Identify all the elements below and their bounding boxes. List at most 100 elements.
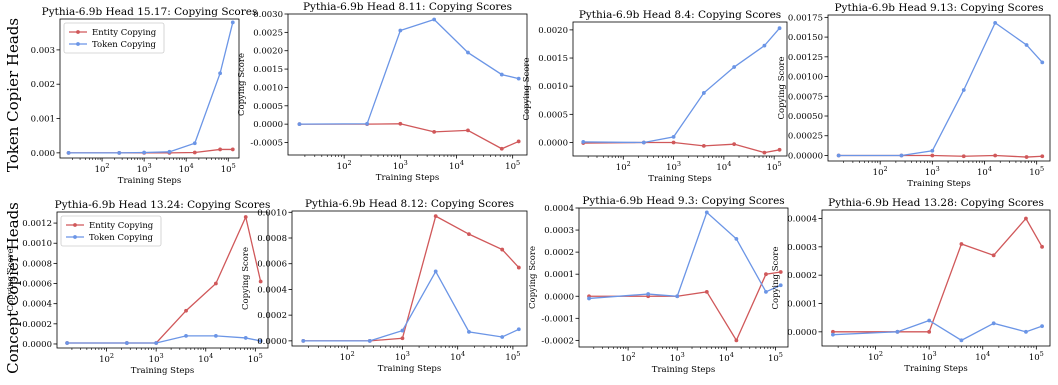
y-axis-label: Copying Score <box>6 249 16 312</box>
y-tick-label: 0.0015 <box>538 54 568 64</box>
data-point-entity <box>516 265 521 270</box>
data-point-token <box>646 292 651 296</box>
plot-frame <box>56 211 269 349</box>
plot-frame <box>572 21 788 157</box>
data-point-entity <box>831 329 835 334</box>
chart-panel-6: Pythia-6.9b Head 9.3: Copying Scores Trai… <box>528 195 789 375</box>
y-tick-label: 0.00100 <box>788 73 823 83</box>
data-point-token <box>230 20 235 25</box>
legend: Entity Copying Token Copying <box>63 22 165 54</box>
plot-frame <box>291 210 528 347</box>
y-tick-label: 0.0003 <box>787 243 817 253</box>
y-tick-label: 0.0002 <box>257 311 287 321</box>
data-point-entity <box>930 153 935 158</box>
x-tick-label: 104 <box>179 162 194 175</box>
y-tick-label: 0.0000 <box>544 292 574 302</box>
data-point-entity <box>701 143 706 148</box>
data-point-token <box>778 283 783 288</box>
data-point-token <box>587 296 591 301</box>
chart-title: Pythia-6.9b Head 15.17: Copying Scores <box>42 6 258 18</box>
plot-frame <box>827 14 1051 162</box>
data-point-entity <box>258 279 263 284</box>
data-point-token <box>516 76 521 81</box>
chart-title: Pythia-6.9b Head 13.28: Copying Scores <box>828 197 1044 209</box>
y-tick-label: 0.0005 <box>253 102 283 112</box>
x-tick-label: 102 <box>340 350 355 363</box>
x-tick-label: 104 <box>719 351 734 364</box>
chart-title: Pythia-6.9b Head 8.12: Copying Scores <box>305 198 514 210</box>
x-tick-label: 105 <box>505 350 520 363</box>
series-line-entity <box>832 217 1043 333</box>
chart-panel-4: Pythia-6.9b Head 13.24: Copying Scores Tr… <box>6 199 270 376</box>
x-axis-label: Training Steps <box>131 366 194 376</box>
series-line-token <box>67 335 261 344</box>
data-point-token <box>184 334 188 338</box>
x-tick-label: 105 <box>1029 165 1044 178</box>
data-point-entity <box>500 247 505 252</box>
y-tick-label: 0.0004 <box>787 215 817 225</box>
y-tick-label: 0.0000 <box>22 340 52 350</box>
chart-panel-7: Pythia-6.9b Head 13.28: Copying Scores Tr… <box>771 197 1051 374</box>
y-tick-label: 0.0005 <box>538 110 568 120</box>
plot-frame <box>578 207 789 348</box>
data-point-token <box>959 338 964 343</box>
data-point-token <box>1040 324 1044 329</box>
data-point-token <box>671 134 676 139</box>
y-tick-label: 0.0000 <box>253 120 283 130</box>
series-line-entity <box>589 271 781 342</box>
x-tick-label: 105 <box>1029 350 1044 363</box>
plot-frame <box>821 209 1051 347</box>
y-tick-label: 0.0006 <box>257 260 287 270</box>
y-tick-label: 0.0030 <box>253 10 283 20</box>
x-tick-label: 105 <box>767 160 782 173</box>
data-point-token <box>192 141 197 146</box>
data-point-token <box>500 335 505 339</box>
data-point-entity <box>398 121 403 126</box>
data-point-entity <box>230 147 235 152</box>
x-tick-label: 102 <box>99 352 114 365</box>
data-point-token <box>764 289 768 294</box>
series-line-token <box>299 18 519 125</box>
data-point-token <box>734 236 739 241</box>
x-tick-label: 102 <box>337 159 352 172</box>
data-point-entity <box>927 329 932 334</box>
y-tick-label: 0.001 <box>31 115 55 125</box>
data-point-token <box>732 65 737 69</box>
data-point-entity <box>1024 155 1029 159</box>
data-point-token <box>704 210 709 215</box>
data-point-token <box>675 294 680 299</box>
data-point-entity <box>218 147 223 152</box>
y-tick-label: 0.0004 <box>22 300 52 310</box>
y-tick-label: -0.0005 <box>250 139 283 149</box>
x-tick-label: 104 <box>198 352 213 365</box>
series-line-token <box>838 21 1043 157</box>
data-point-token <box>499 72 504 77</box>
y-tick-label: 0.0010 <box>538 82 568 92</box>
legend-label: Entity Copying <box>92 28 157 38</box>
data-point-token <box>243 336 248 340</box>
data-point-token <box>117 150 122 155</box>
data-point-entity <box>764 272 768 277</box>
x-tick-label: 103 <box>137 162 152 175</box>
data-point-entity <box>732 142 737 147</box>
chart-panel-0: Pythia-6.9b Head 15.17: Copying Scores Tr… <box>31 6 258 186</box>
data-point-token <box>398 28 403 33</box>
data-point-entity <box>993 153 998 158</box>
data-point-token <box>466 50 470 55</box>
chart-title: Pythia-6.9b Head 8.11: Copying Scores <box>303 1 512 13</box>
y-tick-label: 0.0000 <box>787 328 817 338</box>
data-point-token <box>1024 43 1029 47</box>
plot-frame <box>287 13 528 156</box>
x-tick-label: 104 <box>975 350 990 363</box>
legend: Entity Copying Token Copying <box>60 215 162 247</box>
data-point-token <box>701 91 706 95</box>
series-line-entity <box>303 215 520 342</box>
x-tick-label: 104 <box>450 350 465 363</box>
y-axis-label: Copying Score <box>777 57 787 120</box>
y-axis-label: Copying Score <box>237 53 247 116</box>
data-point-entity <box>400 336 405 341</box>
x-axis-label: Training Steps <box>648 174 711 184</box>
data-point-entity <box>777 147 782 152</box>
data-point-token <box>400 328 405 333</box>
x-axis-label: Training Steps <box>376 173 439 183</box>
